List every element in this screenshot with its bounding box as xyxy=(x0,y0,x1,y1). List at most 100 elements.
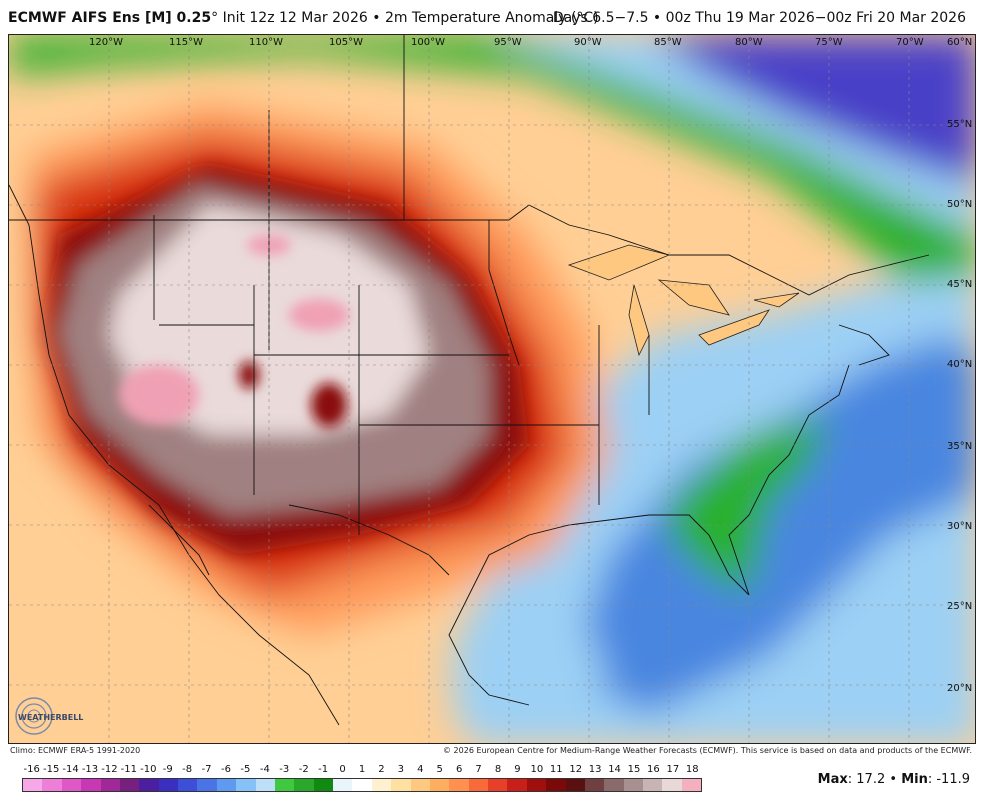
max-min-readout: Max: 17.2 • Min: -11.9 xyxy=(818,772,970,787)
colorbar-label: 0 xyxy=(339,764,346,775)
map-title: ECMWF AIFS Ens [M] 0.25° Init 12z 12 Mar… xyxy=(8,10,976,32)
colorbar-label: -15 xyxy=(42,764,60,775)
colorbar-swatch xyxy=(158,779,178,791)
lon-label: 95°W xyxy=(494,37,522,48)
colorbar-swatch xyxy=(488,779,508,791)
graticule xyxy=(9,35,975,743)
lat-label: 60°N xyxy=(947,37,972,48)
lat-label: 35°N xyxy=(947,441,972,452)
min-label: Min xyxy=(901,772,928,787)
colorbar-swatch xyxy=(294,779,314,791)
colorbar-label: -1 xyxy=(318,764,329,775)
colorbar-label: 18 xyxy=(685,764,699,775)
colorbar-labels: -16 -15 -14 -13 -12 -11 -10 -9 -8 -7 -6 -5 -4 -3 -2 -1 0… xyxy=(22,764,702,778)
colorbar-label: 15 xyxy=(627,764,641,775)
lat-label: 30°N xyxy=(947,521,972,532)
pink-anomaly-2 xyxy=(289,299,349,331)
anomaly-map: 120°W 115°W 110°W 105°W 100°W 95°W 90°W … xyxy=(9,35,975,743)
great-lakes xyxy=(567,244,800,357)
colorbar-swatch xyxy=(681,779,702,791)
colorbar-legend: -16 -15 -14 -13 -12 -11 -10 -9 -8 -7 -6 -5 -4 -3 -2 -1 0… xyxy=(22,764,702,794)
logo-swirl-icon: WEATHERBELL xyxy=(15,697,83,735)
colorbar-label: 4 xyxy=(417,764,424,775)
lat-label: 20°N xyxy=(947,683,972,694)
gulf-lightblue xyxy=(449,595,609,735)
colorbar-label: -16 xyxy=(23,764,40,775)
lon-label: 100°W xyxy=(411,37,445,48)
colorbar-swatch xyxy=(429,779,450,791)
lat-label: 40°N xyxy=(947,359,972,370)
colorbar-label: 8 xyxy=(494,764,502,775)
init-time: Init 12z 12 Mar 2026 xyxy=(222,10,368,26)
colorbar-swatch xyxy=(623,779,643,791)
colorbar-label: -12 xyxy=(101,764,118,775)
lat-label: 55°N xyxy=(947,119,972,130)
colorbar-swatch xyxy=(274,779,295,791)
colorbar-swatch xyxy=(100,779,120,791)
colorbar-swatch xyxy=(526,779,547,791)
field-name: 2m Temperature Anomaly (°C) xyxy=(384,10,599,26)
degree-symbol: ° xyxy=(211,10,219,26)
colorbar-swatch xyxy=(565,779,585,791)
colorbar-swatch xyxy=(23,779,43,791)
colorbar-label: 6 xyxy=(455,764,463,775)
colorbar-swatch xyxy=(139,779,159,791)
colorbar-swatch xyxy=(468,779,488,791)
lon-label: 120°W xyxy=(89,37,123,48)
colorbar-swatch xyxy=(546,779,566,791)
colorbar-label: 14 xyxy=(608,764,621,775)
colorbar-swatch xyxy=(391,779,411,791)
colorbar-label: 12 xyxy=(569,764,583,775)
logo-text: WEATHERBELL xyxy=(18,713,83,722)
model-name: ECMWF AIFS Ens [M] 0.25 xyxy=(8,10,212,26)
colorbar-label: -3 xyxy=(279,764,290,775)
colorbar-label: 9 xyxy=(514,764,521,775)
colorbar-label: 7 xyxy=(475,764,482,775)
colorbar-label: -14 xyxy=(62,764,79,775)
colorbar-swatch xyxy=(449,779,469,791)
colorbar-swatch xyxy=(42,779,62,791)
lon-label: 80°W xyxy=(735,37,763,48)
longitude-labels: 120°W 115°W 110°W 105°W 100°W 95°W 90°W … xyxy=(89,37,972,48)
colorbar-swatch xyxy=(371,779,392,791)
maroon-spot-1 xyxy=(311,383,347,427)
colorbar-label: -9 xyxy=(162,764,173,775)
colorbar-swatch xyxy=(643,779,663,791)
lon-label: 105°W xyxy=(329,37,363,48)
colorbar-swatch xyxy=(584,779,605,791)
lon-label: 110°W xyxy=(249,37,283,48)
colorbar-swatch xyxy=(662,779,682,791)
colorbar-swatch xyxy=(197,779,217,791)
colorbar-label: -13 xyxy=(81,764,99,775)
lon-label: 70°W xyxy=(896,37,924,48)
colorbar-label: -2 xyxy=(298,764,309,775)
lon-label: 75°W xyxy=(815,37,843,48)
lon-label: 115°W xyxy=(169,37,203,48)
colorbar-swatch xyxy=(178,779,198,791)
colorbar-swatch xyxy=(61,779,82,791)
colorbar-label: 3 xyxy=(397,764,405,775)
pink-anomaly-1 xyxy=(119,365,199,425)
lat-label: 25°N xyxy=(947,601,972,612)
valid-period: Days 6.5−7.5 • 00z Thu 19 Mar 2026−00z F… xyxy=(552,10,966,26)
colorbar-label: 5 xyxy=(436,764,443,775)
cold-band-purple xyxy=(649,35,975,185)
colorbar-label: -8 xyxy=(182,764,193,775)
colorbar-label: 11 xyxy=(549,764,563,775)
lon-label: 85°W xyxy=(654,37,682,48)
lat-label: 45°N xyxy=(947,279,972,290)
colorbar-swatch xyxy=(410,779,430,791)
max-label: Max xyxy=(817,772,848,787)
separator: • xyxy=(889,772,898,787)
colorbar-label: -5 xyxy=(240,764,251,775)
latitude-labels: 55°N 50°N 45°N 40°N 35°N 30°N 25°N 20°N xyxy=(947,119,972,694)
lat-label: 50°N xyxy=(947,199,972,210)
colorbar-label: -7 xyxy=(201,764,212,775)
colorbar-label: -11 xyxy=(120,764,138,775)
lon-label: 90°W xyxy=(574,37,602,48)
colorbar-label: 16 xyxy=(647,764,660,775)
colorbar-swatch xyxy=(119,779,140,791)
colorbar-label: 2 xyxy=(378,764,385,775)
colorbar xyxy=(22,778,702,792)
weatherbell-logo: WEATHERBELL xyxy=(12,694,102,740)
